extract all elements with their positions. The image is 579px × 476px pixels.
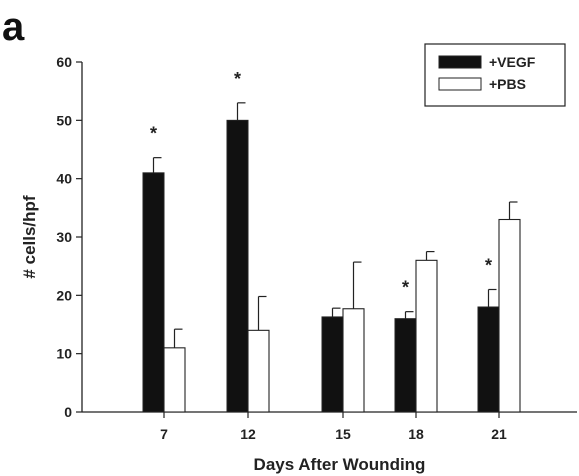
x-tick-label: 15	[335, 426, 351, 442]
bar	[415, 259, 438, 413]
y-axis-ticks: 0 10 20 30 40 50 60	[56, 54, 82, 420]
x-axis-ticks: 7 12 15 18 21	[160, 412, 507, 442]
y-tick-label: 20	[56, 287, 72, 303]
x-axis-title: Days After Wounding	[254, 455, 426, 474]
legend-label: +VEGF	[489, 54, 536, 70]
significance-star: *	[485, 256, 492, 276]
legend-box	[424, 43, 566, 107]
bar	[321, 316, 344, 413]
y-tick-label: 0	[64, 404, 72, 420]
y-tick-label: 60	[56, 54, 72, 70]
bar	[226, 119, 249, 413]
significance-star: *	[150, 124, 157, 144]
legend-label: +PBS	[489, 76, 526, 92]
x-tick-label: 7	[160, 426, 168, 442]
bar	[342, 308, 365, 413]
x-tick-label: 18	[408, 426, 424, 442]
bar	[498, 218, 521, 413]
bar-groups	[142, 102, 521, 413]
legend-swatch	[438, 55, 482, 69]
bar	[394, 318, 417, 413]
y-tick-label: 30	[56, 229, 72, 245]
legend: +VEGF +PBS	[424, 43, 566, 107]
bar	[477, 306, 500, 413]
y-tick-label: 40	[56, 171, 72, 187]
y-tick-label: 50	[56, 112, 72, 128]
bar	[142, 172, 165, 413]
bar	[247, 329, 270, 413]
bar	[163, 347, 186, 413]
significance-star: *	[402, 278, 409, 298]
panel-label: a	[2, 5, 25, 49]
legend-swatch	[438, 77, 482, 91]
y-tick-label: 10	[56, 346, 72, 362]
y-axis-title: # cells/hpf	[20, 195, 39, 278]
significance-markers: * * * *	[150, 69, 492, 298]
significance-star: *	[234, 69, 241, 89]
x-tick-label: 12	[240, 426, 256, 442]
x-tick-label: 21	[491, 426, 507, 442]
plot-area: 0 10 20 30 40 50 60 7 12 15 18 21 * * * *	[56, 54, 577, 442]
